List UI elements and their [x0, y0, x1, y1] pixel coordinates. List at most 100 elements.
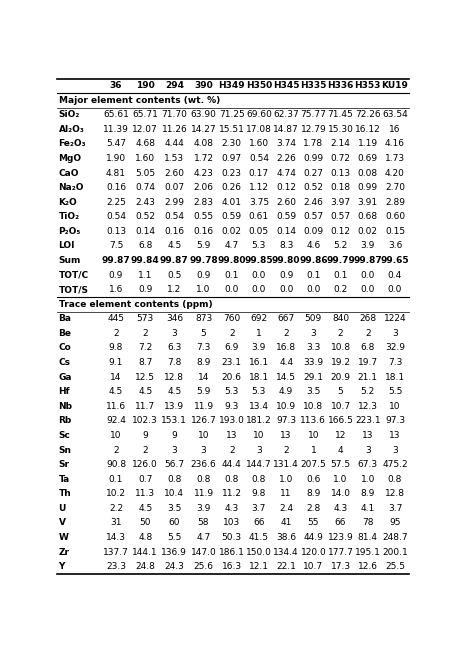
Text: 8.9: 8.9 [196, 358, 211, 367]
Text: 2.60: 2.60 [164, 168, 184, 178]
Text: 236.6: 236.6 [191, 460, 217, 469]
Text: 873: 873 [195, 314, 212, 323]
Text: 19.2: 19.2 [331, 358, 350, 367]
Text: 0.23: 0.23 [222, 168, 242, 178]
Text: 60: 60 [168, 518, 180, 528]
Text: 390: 390 [194, 81, 213, 90]
Text: 10: 10 [389, 402, 401, 411]
Text: 72.26: 72.26 [355, 110, 380, 119]
Text: 8.7: 8.7 [138, 358, 153, 367]
Text: 0.27: 0.27 [303, 168, 323, 178]
Text: 5.5: 5.5 [167, 533, 182, 542]
Text: 4.23: 4.23 [193, 168, 213, 178]
Text: 63.54: 63.54 [382, 110, 408, 119]
Text: Sn: Sn [59, 445, 72, 454]
Text: 4.8: 4.8 [138, 533, 153, 542]
Text: Ta: Ta [59, 475, 70, 484]
Text: 1.0: 1.0 [360, 475, 375, 484]
Text: KU19: KU19 [381, 81, 409, 90]
Text: 25.6: 25.6 [193, 562, 213, 571]
Text: Hf: Hf [59, 387, 70, 396]
Text: 8.9: 8.9 [306, 489, 321, 498]
Text: 1.73: 1.73 [385, 154, 405, 163]
Text: 6.9: 6.9 [225, 343, 239, 353]
Text: 2: 2 [143, 445, 148, 454]
Text: 7.3: 7.3 [388, 358, 402, 367]
Text: 1.78: 1.78 [303, 140, 323, 148]
Text: 90.8: 90.8 [106, 460, 126, 469]
Text: 346: 346 [166, 314, 183, 323]
Text: 99.80: 99.80 [272, 256, 301, 265]
Text: 5.5: 5.5 [388, 387, 402, 396]
Text: 11.3: 11.3 [135, 489, 155, 498]
Text: 6.8: 6.8 [360, 343, 375, 353]
Text: 2.70: 2.70 [385, 183, 405, 192]
Text: 103: 103 [223, 518, 240, 528]
Text: H350: H350 [246, 81, 272, 90]
Text: 150.0: 150.0 [246, 547, 272, 556]
Text: 1.19: 1.19 [358, 140, 378, 148]
Text: 0.16: 0.16 [193, 227, 213, 236]
Text: 200.1: 200.1 [382, 547, 408, 556]
Text: 99.65: 99.65 [381, 256, 410, 265]
Text: 4.5: 4.5 [138, 504, 153, 513]
Text: 0.8: 0.8 [252, 475, 266, 484]
Text: 0.02: 0.02 [222, 227, 242, 236]
Text: 0.57: 0.57 [303, 212, 323, 221]
Text: 5.9: 5.9 [196, 387, 211, 396]
Text: 4.3: 4.3 [225, 504, 239, 513]
Text: 0.1: 0.1 [333, 270, 348, 279]
Text: 0.0: 0.0 [360, 270, 375, 279]
Text: 0.57: 0.57 [331, 212, 350, 221]
Text: 248.7: 248.7 [382, 533, 408, 542]
Text: 7.2: 7.2 [138, 343, 153, 353]
Text: 0.99: 0.99 [358, 183, 378, 192]
Text: Sr: Sr [59, 460, 69, 469]
Text: 760: 760 [223, 314, 240, 323]
Text: 0.5: 0.5 [167, 270, 182, 279]
Text: 0.74: 0.74 [135, 183, 155, 192]
Text: 11.7: 11.7 [135, 402, 155, 411]
Text: 4.3: 4.3 [333, 504, 348, 513]
Text: 10.2: 10.2 [106, 489, 126, 498]
Text: 3.7: 3.7 [252, 504, 266, 513]
Text: 4.01: 4.01 [222, 198, 242, 207]
Text: 667: 667 [277, 314, 295, 323]
Text: 13.4: 13.4 [249, 402, 269, 411]
Text: 153.1: 153.1 [162, 417, 188, 425]
Text: 4.1: 4.1 [360, 504, 375, 513]
Text: 840: 840 [332, 314, 349, 323]
Text: 16: 16 [389, 125, 401, 134]
Text: 7.3: 7.3 [196, 343, 211, 353]
Text: 99.87: 99.87 [102, 256, 130, 265]
Text: 14: 14 [110, 373, 122, 381]
Text: 166.5: 166.5 [328, 417, 354, 425]
Text: 126.7: 126.7 [191, 417, 217, 425]
Text: 5.2: 5.2 [333, 242, 348, 251]
Text: 0.12: 0.12 [276, 183, 296, 192]
Text: Na₂O: Na₂O [59, 183, 84, 192]
Text: 3.91: 3.91 [358, 198, 378, 207]
Text: 1.0: 1.0 [333, 475, 348, 484]
Text: 12.8: 12.8 [385, 489, 405, 498]
Text: 0.05: 0.05 [249, 227, 269, 236]
Text: 0.2: 0.2 [333, 285, 348, 295]
Text: 16.1: 16.1 [249, 358, 269, 367]
Text: 10: 10 [198, 431, 209, 440]
Text: 12.79: 12.79 [301, 125, 326, 134]
Text: H349: H349 [218, 81, 245, 90]
Text: 50: 50 [139, 518, 151, 528]
Text: 3.9: 3.9 [360, 242, 375, 251]
Text: 31: 31 [110, 518, 122, 528]
Text: 29.1: 29.1 [303, 373, 323, 381]
Text: 131.4: 131.4 [273, 460, 299, 469]
Text: 4.68: 4.68 [135, 140, 155, 148]
Text: Trace element contents (ppm): Trace element contents (ppm) [59, 300, 212, 309]
Text: 0.99: 0.99 [303, 154, 323, 163]
Text: 2: 2 [229, 329, 235, 338]
Text: 136.9: 136.9 [162, 547, 188, 556]
Text: 11: 11 [281, 489, 292, 498]
Text: 0.1: 0.1 [306, 270, 321, 279]
Text: 1.1: 1.1 [138, 270, 153, 279]
Text: 3.6: 3.6 [388, 242, 402, 251]
